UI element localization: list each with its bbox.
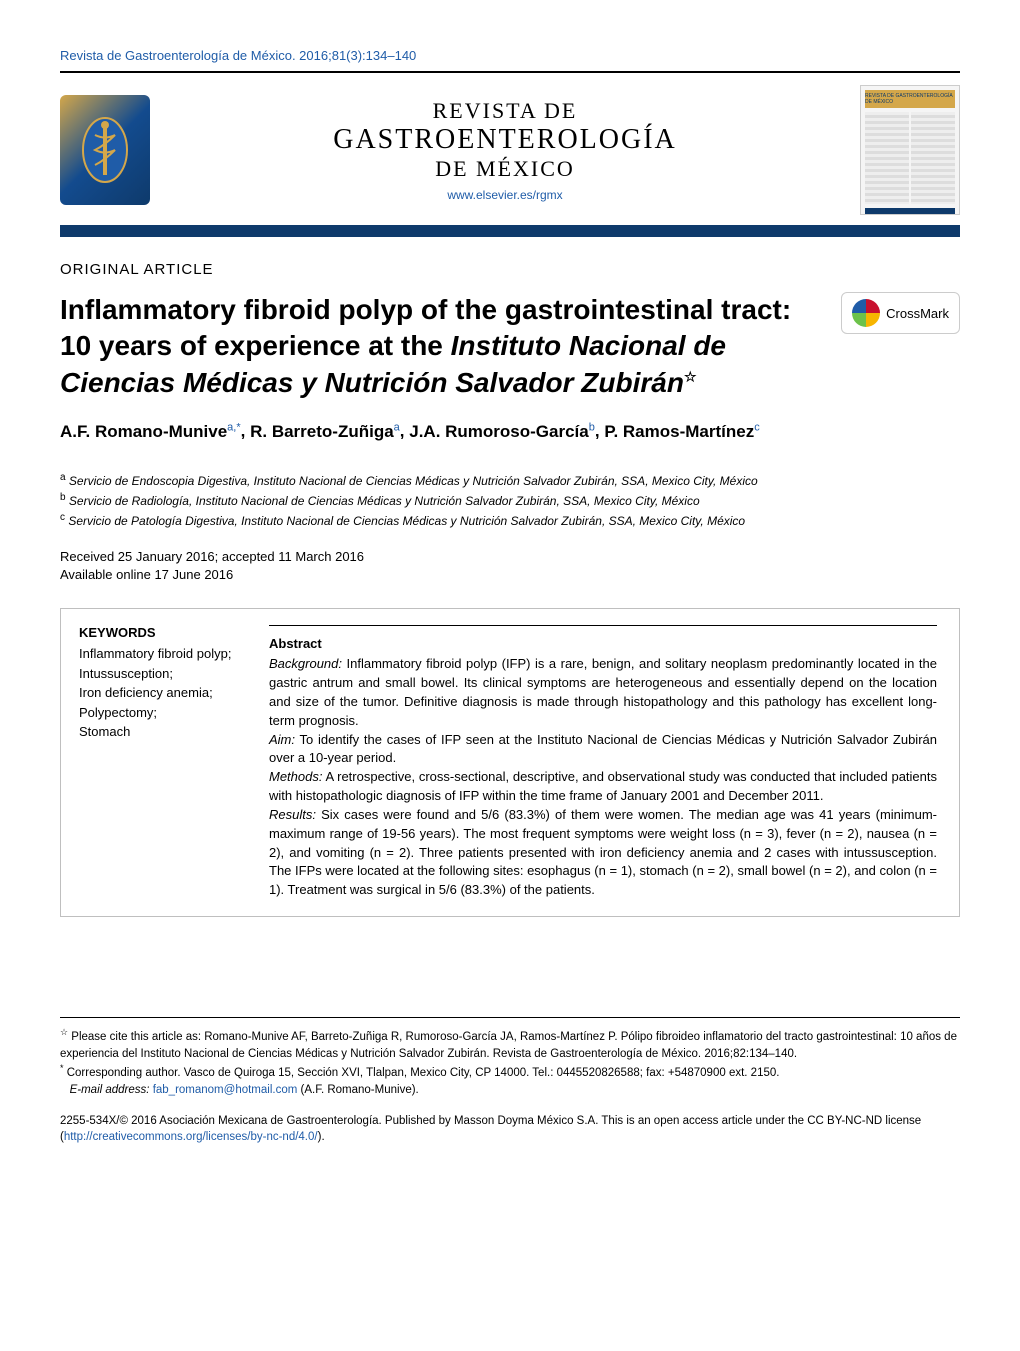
masthead-divider [60, 225, 960, 237]
abstract-aim-label: Aim: [269, 732, 295, 747]
abstract-aim: To identify the cases of IFP seen at the… [269, 732, 937, 766]
article-title-star: ☆ [684, 368, 697, 384]
abstract-head: Abstract [269, 636, 937, 651]
abstract-background-label: Background: [269, 656, 342, 671]
crossmark-label: CrossMark [886, 306, 949, 321]
abstract-methods: A retrospective, cross-sectional, descri… [269, 769, 937, 803]
author-0: A.F. Romano-Munivea,* [60, 422, 241, 441]
journal-title-line1: REVISTA DE [150, 98, 860, 124]
top-divider [60, 71, 960, 73]
abstract-methods-label: Methods: [269, 769, 322, 784]
license-link[interactable]: http://creativecommons.org/licenses/by-n… [64, 1131, 318, 1143]
association-logo [60, 95, 150, 205]
author-email-link[interactable]: fab_romanom@hotmail.com [153, 1084, 298, 1096]
affiliation-b: b Servicio de Radiología, Instituto Naci… [60, 490, 960, 510]
journal-url[interactable]: www.elsevier.es/rgmx [150, 188, 860, 202]
keywords-body: Inflammatory fibroid polyp; Intussuscept… [79, 644, 243, 742]
authors-line: A.F. Romano-Munivea,*, R. Barreto-Zuñiga… [60, 421, 960, 442]
article-dates: Received 25 January 2016; accepted 11 Ma… [60, 548, 960, 584]
footnotes: ☆ Please cite this article as: Romano-Mu… [60, 1017, 960, 1098]
corresponding-footnote: * Corresponding author. Vasco de Quiroga… [60, 1062, 960, 1082]
abstract-box: KEYWORDS Inflammatory fibroid polyp; Int… [60, 608, 960, 917]
abstract-results: Six cases were found and 5/6 (83.3%) of … [269, 807, 937, 897]
received-accepted-date: Received 25 January 2016; accepted 11 Ma… [60, 548, 960, 566]
abstract-body: Background: Inflammatory fibroid polyp (… [269, 655, 937, 900]
cover-thumbnail: REVISTA DE GASTROENTEROLOGÍA DE MÉXICO [860, 85, 960, 215]
author-3: P. Ramos-Martínezc [604, 422, 759, 441]
crossmark-icon [852, 299, 880, 327]
abstract-background: Inflammatory fibroid polyp (IFP) is a ra… [269, 656, 937, 728]
caduceus-icon [80, 115, 130, 185]
abstract-column: Abstract Background: Inflammatory fibroi… [261, 609, 959, 916]
journal-title-line2: GASTROENTEROLOGÍA [150, 124, 860, 156]
cite-footnote: ☆ Please cite this article as: Romano-Mu… [60, 1026, 960, 1062]
affiliation-c: c Servicio de Patología Digestiva, Insti… [60, 510, 960, 530]
journal-header-ref: Revista de Gastroenterología de México. … [60, 48, 960, 63]
author-1: R. Barreto-Zuñigaa [250, 422, 400, 441]
article-title: Inflammatory fibroid polyp of the gastro… [60, 292, 825, 401]
abstract-results-label: Results: [269, 807, 316, 822]
affiliation-a: a Servicio de Endoscopia Digestiva, Inst… [60, 470, 960, 490]
author-2: J.A. Rumoroso-Garcíab [409, 422, 595, 441]
keywords-head: KEYWORDS [79, 625, 243, 640]
journal-title-line3: DE MÉXICO [150, 156, 860, 182]
abstract-top-rule [269, 625, 937, 626]
affiliations: a Servicio de Endoscopia Digestiva, Inst… [60, 470, 960, 530]
copyright-line: 2255-534X/© 2016 Asociación Mexicana de … [60, 1113, 960, 1146]
email-footnote: E-mail address: fab_romanom@hotmail.com … [60, 1082, 960, 1099]
cover-thumb-banner: REVISTA DE GASTROENTEROLOGÍA DE MÉXICO [865, 90, 955, 108]
section-label: ORIGINAL ARTICLE [60, 261, 960, 278]
journal-title-block: REVISTA DE GASTROENTEROLOGÍA DE MÉXICO w… [150, 98, 860, 202]
crossmark-badge[interactable]: CrossMark [841, 292, 960, 334]
online-date: Available online 17 June 2016 [60, 566, 960, 584]
keywords-column: KEYWORDS Inflammatory fibroid polyp; Int… [61, 609, 261, 916]
masthead: REVISTA DE GASTROENTEROLOGÍA DE MÉXICO w… [60, 85, 960, 215]
